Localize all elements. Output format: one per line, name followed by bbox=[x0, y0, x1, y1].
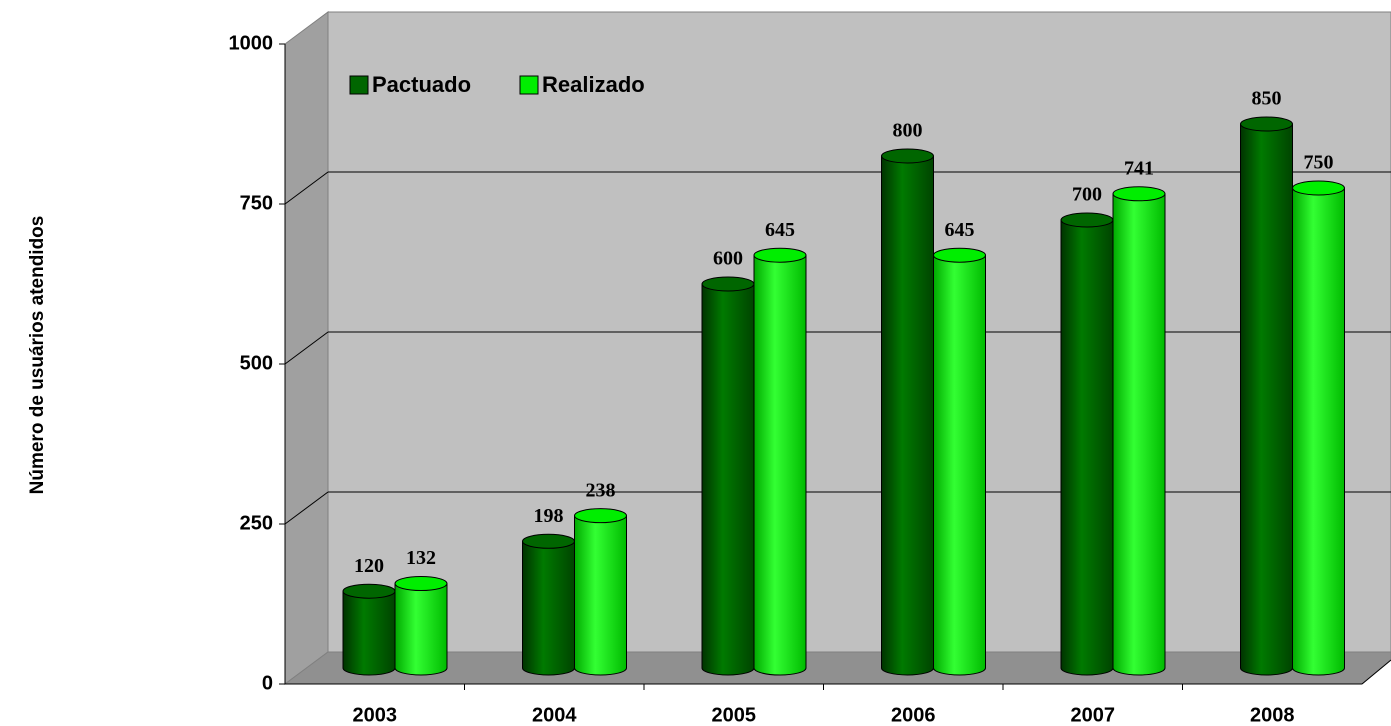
x-tick-label: 2005 bbox=[712, 704, 757, 726]
value-label: 645 bbox=[945, 219, 975, 241]
y-axis-label: Número de usuários atendidos bbox=[27, 216, 48, 495]
bar bbox=[933, 255, 986, 668]
y-tick-label: 250 bbox=[240, 512, 273, 534]
y-tick-label: 0 bbox=[262, 672, 273, 694]
x-tick-label: 2004 bbox=[532, 704, 577, 726]
bar-top bbox=[881, 148, 934, 164]
x-tick-label: 2007 bbox=[1071, 704, 1116, 726]
floor bbox=[283, 651, 1391, 685]
legend-swatch bbox=[349, 75, 369, 95]
value-label: 238 bbox=[586, 479, 616, 501]
bar bbox=[395, 583, 447, 668]
y-tick-label: 750 bbox=[240, 192, 273, 214]
x-axis-end bbox=[1361, 659, 1391, 685]
grid-line bbox=[284, 491, 329, 525]
grid-line bbox=[284, 331, 329, 365]
bar-top bbox=[1060, 212, 1114, 228]
bar-top bbox=[394, 576, 448, 592]
value-label: 741 bbox=[1124, 157, 1154, 179]
legend-label: Pactuado bbox=[372, 72, 471, 97]
bar bbox=[702, 284, 754, 668]
value-label: 645 bbox=[765, 219, 795, 241]
value-label: 198 bbox=[534, 505, 564, 527]
bar bbox=[1061, 220, 1113, 668]
bar bbox=[343, 591, 395, 668]
bar-top bbox=[701, 276, 755, 292]
value-label: 750 bbox=[1304, 152, 1334, 174]
value-label: 700 bbox=[1072, 184, 1102, 206]
bar bbox=[881, 156, 934, 668]
value-label: 850 bbox=[1252, 88, 1282, 110]
value-label: 120 bbox=[354, 555, 384, 577]
x-tick-label: 2008 bbox=[1250, 704, 1295, 726]
value-label: 800 bbox=[893, 120, 923, 142]
bar bbox=[574, 515, 627, 668]
bar-top bbox=[753, 247, 807, 263]
bar bbox=[1240, 124, 1293, 668]
bar-top bbox=[342, 583, 396, 599]
bar-top bbox=[1240, 116, 1293, 132]
bar-top bbox=[522, 533, 575, 549]
legend-label: Realizado bbox=[542, 72, 645, 97]
bar-top bbox=[574, 508, 627, 524]
y-tick-label: 500 bbox=[240, 352, 273, 374]
y-tick-label: 1000 bbox=[229, 32, 274, 54]
value-label: 600 bbox=[713, 248, 743, 270]
bar bbox=[1292, 188, 1345, 668]
bar bbox=[522, 541, 575, 668]
bar bbox=[1113, 193, 1165, 668]
bar bbox=[754, 255, 806, 668]
bar-top bbox=[933, 247, 986, 263]
bar-top bbox=[1292, 180, 1345, 196]
legend-swatch bbox=[519, 75, 539, 95]
x-tick-label: 2006 bbox=[891, 704, 936, 726]
grid-line bbox=[284, 171, 329, 205]
bar-top bbox=[1112, 186, 1166, 202]
x-tick-label: 2003 bbox=[353, 704, 398, 726]
value-label: 132 bbox=[406, 547, 436, 569]
